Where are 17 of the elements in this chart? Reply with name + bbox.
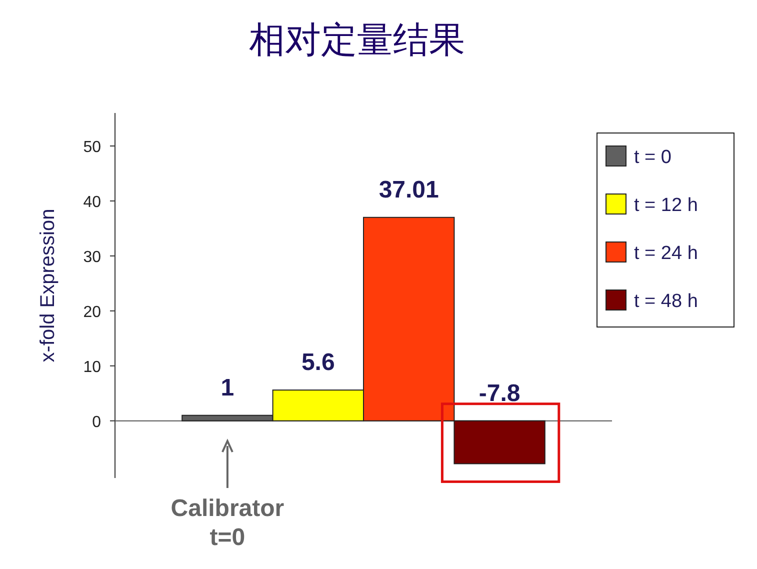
y-tick-label: 40 [83, 194, 102, 211]
legend-label: t = 12 h [634, 195, 698, 216]
y-tick-label: 30 [83, 248, 102, 266]
legend-label: t = 48 h [634, 291, 698, 312]
text: Calibrator t=0 [170, 495, 284, 551]
y-tick-label: 10 [83, 358, 102, 376]
chart-title: 相对定量结果 [249, 20, 465, 61]
y-tick-label: 20 [83, 304, 102, 321]
legend-label: t = 24 h [634, 243, 698, 264]
y-axis-title: x-fold Expression [37, 208, 59, 362]
data-label: 37.01 [378, 176, 439, 204]
y-tick-label: 50 [83, 138, 102, 156]
legend-label: t = 0 [634, 147, 672, 168]
data-label: 1 [220, 374, 234, 402]
data-label: 5.6 [301, 349, 335, 376]
data-label: -7.8 [478, 380, 520, 407]
y-tick-label: 0 [92, 414, 102, 431]
